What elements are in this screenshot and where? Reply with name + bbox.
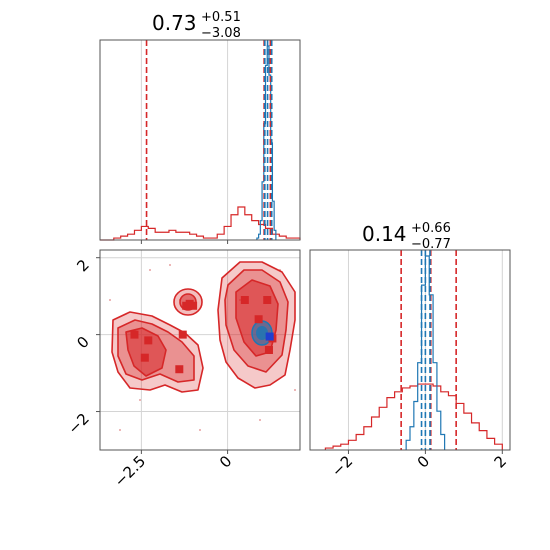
sample-markers xyxy=(130,296,277,374)
scatter-dot xyxy=(294,389,296,391)
contours xyxy=(111,261,296,393)
sample-marker-red xyxy=(254,315,263,324)
scatter-dot xyxy=(169,264,171,266)
title-x-plus: +0.51 xyxy=(201,10,241,25)
hist-red-y xyxy=(324,383,503,450)
marginal-histogram-x: 0.73 +0.51 −3.08 xyxy=(99,10,301,241)
hist-blue-x xyxy=(256,45,277,240)
hist-red-x xyxy=(100,206,301,241)
grid-tl xyxy=(140,40,229,240)
marginal-histogram-y: 0.14 +0.66 −0.77 xyxy=(309,221,511,451)
quantiles-x xyxy=(145,40,273,240)
y-tick-label: 2 xyxy=(73,256,92,275)
axes-frame-tl xyxy=(99,39,301,241)
axes-frame-bl xyxy=(99,249,301,451)
x-tick-label: −2.5 xyxy=(111,452,149,490)
scatter-dot xyxy=(259,419,261,421)
joint-contour xyxy=(99,249,301,451)
x-tick-label: 0 xyxy=(216,452,235,471)
x-tick-label: 2 xyxy=(491,452,510,471)
title-x-minus: −3.08 xyxy=(201,26,241,41)
title-y-plus: +0.66 xyxy=(411,221,451,236)
contour-level xyxy=(125,327,167,377)
sample-marker-red xyxy=(182,301,191,310)
scatter-dot xyxy=(109,299,111,301)
sample-marker-red xyxy=(175,365,184,374)
sample-marker-red xyxy=(140,353,149,362)
title-y-value: 0.14 xyxy=(362,222,407,246)
title-y-minus: −0.77 xyxy=(411,237,451,252)
title-x-value: 0.73 xyxy=(152,11,197,35)
hist-blue-x-path xyxy=(256,45,277,240)
y-tick-label: 0 xyxy=(73,333,92,352)
sample-marker-blue xyxy=(265,332,274,341)
x-tick-label: −2 xyxy=(328,452,356,480)
scatter-dot xyxy=(119,429,121,431)
sample-marker-red xyxy=(144,336,153,345)
sample-marker-red xyxy=(240,296,249,304)
hist-red-y-path xyxy=(324,383,503,450)
hist-red-x-path xyxy=(100,206,301,241)
scatter-dot xyxy=(139,399,141,401)
contour-blue-inner xyxy=(256,326,268,340)
sample-marker-red xyxy=(263,296,272,304)
y-tick-label: −2 xyxy=(64,410,92,438)
sample-marker-red xyxy=(130,330,139,339)
sample-marker-red xyxy=(264,346,273,354)
scatter-dot xyxy=(149,269,151,271)
x-tick-label: 0 xyxy=(414,452,433,471)
sample-marker-red xyxy=(189,301,198,310)
quantiles-y xyxy=(400,250,457,450)
scatter-dot xyxy=(199,429,201,431)
sample-marker-red xyxy=(178,330,187,339)
axes-frame-br xyxy=(309,249,511,451)
